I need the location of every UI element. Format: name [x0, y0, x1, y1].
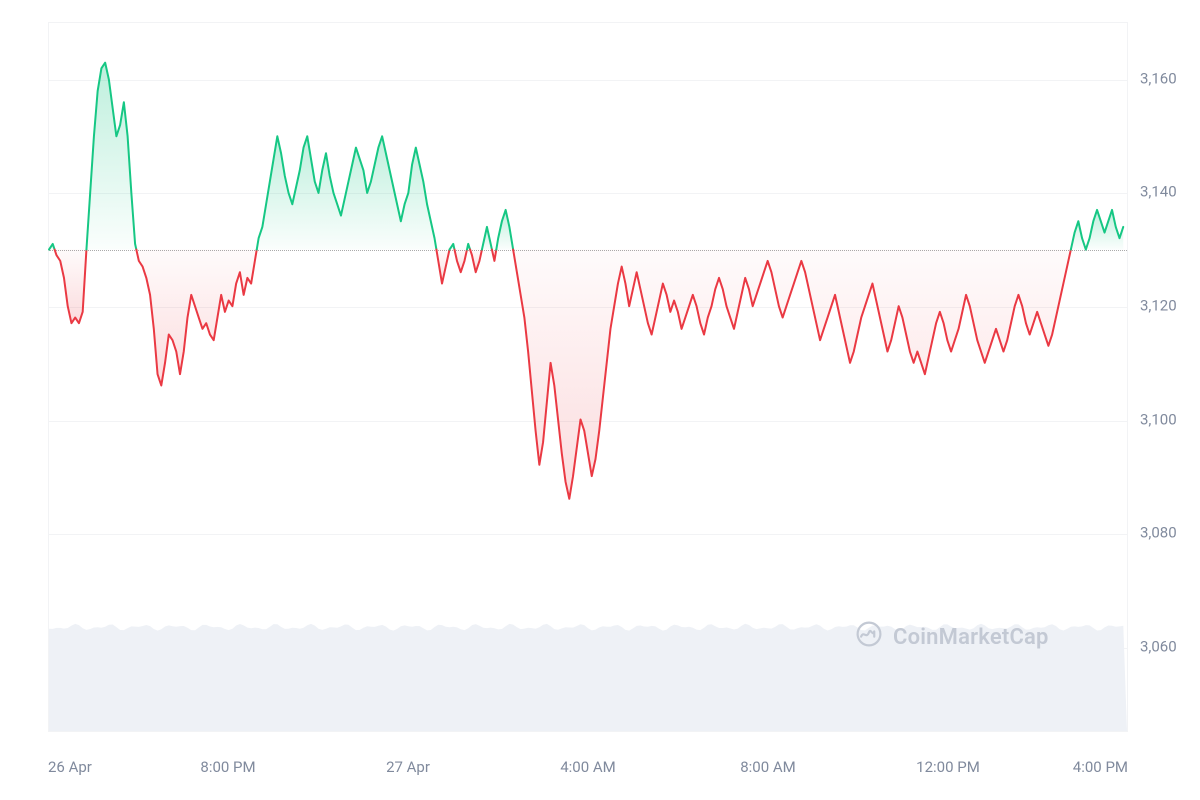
x-tick-label: 4:00 PM: [1073, 760, 1128, 775]
watermark: CoinMarketCap: [855, 620, 1049, 654]
x-tick-label: 8:00 AM: [740, 760, 796, 775]
y-tick-label: 3,060: [1140, 639, 1177, 654]
y-tick-label: 3,080: [1140, 526, 1177, 541]
y-tick-label: 3,120: [1140, 299, 1177, 314]
watermark-text: CoinMarketCap: [893, 625, 1049, 650]
x-tick-label: 26 Apr: [48, 760, 92, 775]
coinmarketcap-logo-icon: [855, 620, 883, 654]
x-tick-label: 27 Apr: [386, 760, 430, 775]
x-tick-label: 12:00 PM: [916, 760, 980, 775]
y-tick-label: 3,100: [1140, 412, 1177, 427]
y-tick-label: 3,160: [1140, 71, 1177, 86]
price-chart: 3,060 3,080 3,100 3,120 3,140 3,160 26 Apr 8:0…: [0, 0, 1200, 800]
x-tick-label: 8:00 PM: [200, 760, 255, 775]
y-tick-label: 3,140: [1140, 185, 1177, 200]
x-tick-label: 4:00 AM: [560, 760, 616, 775]
